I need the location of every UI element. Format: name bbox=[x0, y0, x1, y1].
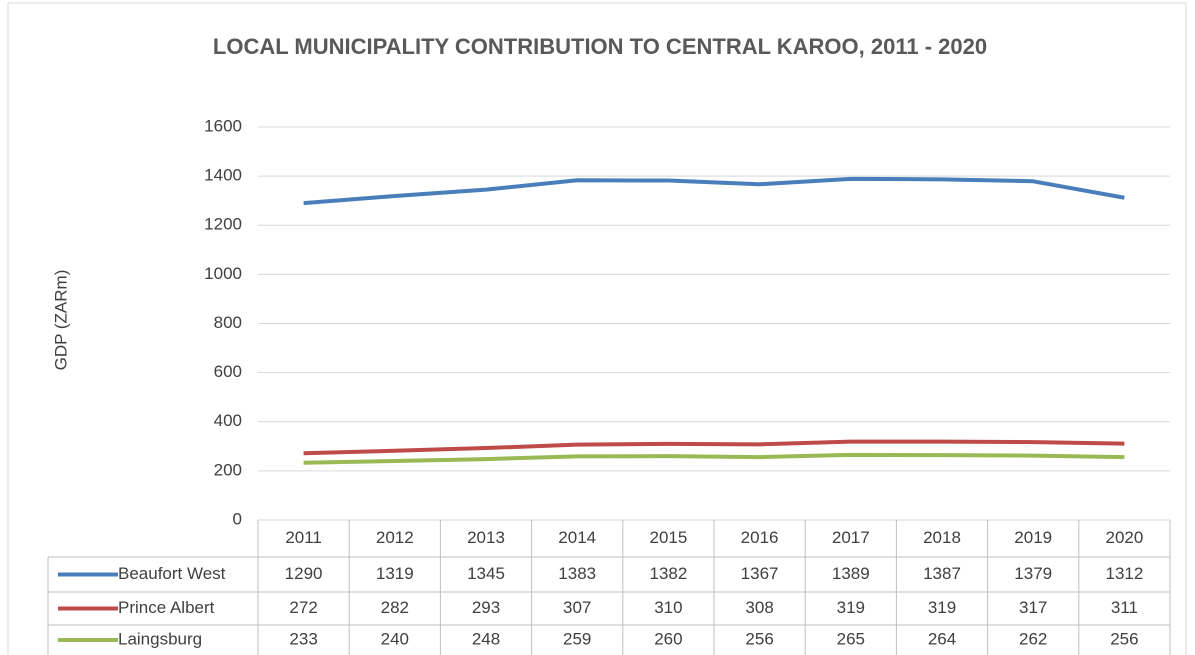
table-cell: 1387 bbox=[923, 564, 961, 583]
table-cell: 311 bbox=[1111, 598, 1138, 617]
chart-title: LOCAL MUNICIPALITY CONTRIBUTION TO CENTR… bbox=[212, 34, 988, 59]
table-cell: 1290 bbox=[285, 564, 323, 583]
x-tick-label: 2019 bbox=[1014, 528, 1052, 547]
table-cell: 293 bbox=[472, 598, 500, 617]
y-tick-label: 1000 bbox=[204, 264, 242, 283]
x-tick-label: 2018 bbox=[923, 528, 961, 547]
table-cell: 256 bbox=[1110, 629, 1138, 648]
y-tick-label: 1200 bbox=[204, 215, 242, 234]
chart-border bbox=[7, 2, 1187, 655]
table-cell: 1389 bbox=[832, 564, 870, 583]
x-tick-label: 2020 bbox=[1105, 528, 1143, 547]
x-tick-label: 2012 bbox=[376, 528, 414, 547]
table-cell: 1382 bbox=[649, 564, 687, 583]
table-cell: 256 bbox=[745, 629, 773, 648]
table-cell: 240 bbox=[381, 629, 409, 648]
y-tick-label: 1400 bbox=[204, 166, 242, 185]
table-cell: 1367 bbox=[741, 564, 779, 583]
table-cell: 319 bbox=[837, 598, 865, 617]
table-cell: 259 bbox=[563, 629, 591, 648]
table-cell: 317 bbox=[1019, 598, 1047, 617]
table-cell: 248 bbox=[472, 629, 500, 648]
y-tick-label: 600 bbox=[214, 362, 242, 381]
table-cell: 1319 bbox=[376, 564, 414, 583]
y-tick-label: 0 bbox=[233, 509, 242, 528]
legend-label: Beaufort West bbox=[118, 564, 226, 583]
table-cell: 1345 bbox=[467, 564, 505, 583]
legend-label: Laingsburg bbox=[118, 629, 202, 648]
series-line bbox=[303, 452, 1125, 465]
series-line bbox=[303, 439, 1125, 456]
table-cell: 233 bbox=[289, 629, 317, 648]
table-cell: 264 bbox=[928, 629, 956, 648]
table-cell: 272 bbox=[289, 598, 317, 617]
table-cell: 282 bbox=[381, 598, 409, 617]
x-tick-label: 2015 bbox=[649, 528, 687, 547]
table-cell: 260 bbox=[654, 629, 682, 648]
y-tick-label: 400 bbox=[214, 411, 242, 430]
table-cell: 265 bbox=[837, 629, 865, 648]
table-cell: 307 bbox=[563, 598, 591, 617]
series-line bbox=[303, 176, 1125, 206]
table-cell: 308 bbox=[745, 598, 773, 617]
table-cell: 262 bbox=[1019, 629, 1047, 648]
x-tick-label: 2016 bbox=[741, 528, 779, 547]
x-tick-label: 2011 bbox=[285, 528, 322, 547]
table-cell: 319 bbox=[928, 598, 956, 617]
x-tick-label: 2013 bbox=[467, 528, 505, 547]
y-axis-label: GDP (ZARm) bbox=[51, 270, 70, 371]
y-tick-label: 1600 bbox=[204, 116, 242, 135]
table-cell: 1312 bbox=[1105, 564, 1143, 583]
table-cell: 310 bbox=[654, 598, 682, 617]
x-tick-label: 2017 bbox=[832, 528, 870, 547]
legend-label: Prince Albert bbox=[118, 598, 215, 617]
table-cell: 1383 bbox=[558, 564, 596, 583]
y-tick-label: 800 bbox=[214, 313, 242, 332]
x-tick-label: 2014 bbox=[558, 528, 596, 547]
y-tick-label: 200 bbox=[214, 460, 242, 479]
table-cell: 1379 bbox=[1014, 564, 1052, 583]
